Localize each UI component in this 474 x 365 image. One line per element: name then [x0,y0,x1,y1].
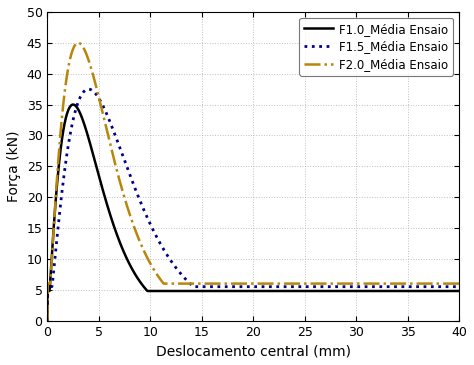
F1.5_Média Ensaio [86,87,91,91]
F2.0_Média Ensaio [87,62,92,66]
F1.0_Média Ensaio [45,318,50,323]
F1.0_Média Ensaio [374,289,379,293]
F2.0_Média Ensaio [45,318,50,323]
F2.0_Média Ensaio [374,281,379,286]
F2.0_Média Ensaio [226,281,232,286]
F1.5_Média Ensaio [374,284,379,289]
F1.0_Média Ensaio [87,141,92,145]
F1.5_Média Ensaio [45,318,50,323]
F2.0_Média Ensaio [366,281,372,286]
Line: F1.0_Média Ensaio: F1.0_Média Ensaio [47,104,459,320]
F1.5_Média Ensaio [366,284,372,289]
Line: F2.0_Média Ensaio: F2.0_Média Ensaio [47,43,459,320]
F1.5_Média Ensaio [87,87,92,92]
F2.0_Média Ensaio [211,281,217,286]
F1.5_Média Ensaio [211,284,217,289]
Line: F1.5_Média Ensaio: F1.5_Média Ensaio [47,89,459,320]
F1.0_Média Ensaio [211,289,217,293]
F1.5_Média Ensaio [456,284,462,289]
F1.0_Média Ensaio [456,289,462,293]
F2.0_Média Ensaio [75,41,81,45]
F1.5_Média Ensaio [328,284,333,289]
Y-axis label: Força (kN): Força (kN) [7,131,21,202]
F1.0_Média Ensaio [226,289,232,293]
Legend: F1.0_Média Ensaio, F1.5_Média Ensaio, F2.0_Média Ensaio: F1.0_Média Ensaio, F1.5_Média Ensaio, F2… [299,18,453,76]
F1.0_Média Ensaio [70,102,76,107]
F2.0_Média Ensaio [328,281,333,286]
F1.0_Média Ensaio [328,289,333,293]
X-axis label: Deslocamento central (mm): Deslocamento central (mm) [156,344,351,358]
F1.0_Média Ensaio [366,289,372,293]
F1.5_Média Ensaio [226,284,232,289]
F2.0_Média Ensaio [456,281,462,286]
